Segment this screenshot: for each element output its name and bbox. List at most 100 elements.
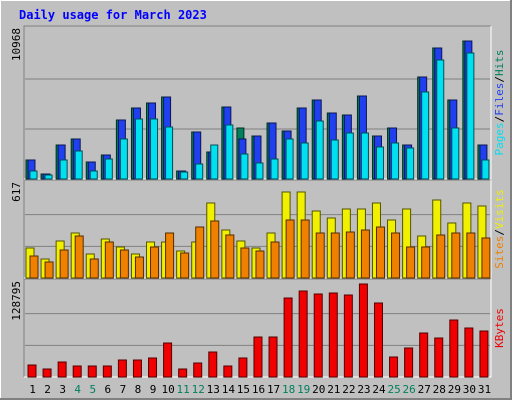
bar-pages-day-6 <box>104 158 113 180</box>
bar-pages-day-1 <box>29 170 38 180</box>
y-axis-title: KBytes <box>493 308 506 348</box>
x-tick-label-2: 2 <box>44 383 51 396</box>
plot-inset-shadow <box>23 179 491 278</box>
bar-sites-day-14 <box>225 234 235 279</box>
bar-pages-day-3 <box>59 159 68 180</box>
bar-kbytes-day-3 <box>57 361 67 378</box>
bar-pages-day-26 <box>406 147 415 180</box>
bar-sites-day-24 <box>375 226 385 279</box>
bar-pages-day-17 <box>270 158 279 180</box>
x-tick-label-30: 30 <box>463 383 476 396</box>
bar-pages-day-15 <box>240 153 249 180</box>
bar-kbytes-day-8 <box>132 359 142 378</box>
x-tick-label-31: 31 <box>478 383 491 396</box>
bar-kbytes-day-9 <box>148 357 158 378</box>
x-tick-label-11: 11 <box>177 383 190 396</box>
bar-sites-day-22 <box>345 231 355 279</box>
bar-sites-day-3 <box>59 249 69 279</box>
bar-sites-day-8 <box>134 256 144 279</box>
y-axis-title: Pages/Files/Hits <box>493 50 506 156</box>
y-axis-title-part: Files <box>493 83 506 116</box>
x-tick-label-17: 17 <box>267 383 280 396</box>
bar-kbytes-day-25 <box>389 356 399 378</box>
x-tick-label-15: 15 <box>237 383 250 396</box>
bar-pages-day-12 <box>195 163 204 180</box>
x-tick-label-13: 13 <box>207 383 220 396</box>
bar-kbytes-day-5 <box>87 365 97 378</box>
bar-pages-day-20 <box>315 120 324 180</box>
y-axis-title-separator: / <box>493 76 506 83</box>
x-tick-label-23: 23 <box>357 383 370 396</box>
x-tick-label-12: 12 <box>192 383 205 396</box>
bar-kbytes-day-22 <box>343 294 353 378</box>
bar-kbytes-day-28 <box>434 337 444 378</box>
bar-sites-day-18 <box>285 219 295 279</box>
bar-kbytes-day-27 <box>419 332 429 378</box>
x-tick-label-9: 9 <box>150 383 157 396</box>
y-max-label: 617 <box>10 182 23 202</box>
plot-inset-shadow <box>23 278 491 377</box>
x-tick-label-21: 21 <box>327 383 340 396</box>
x-tick-label-26: 26 <box>403 383 416 396</box>
bar-sites-day-29 <box>451 232 461 279</box>
bar-sites-day-10 <box>165 232 175 279</box>
x-tick-label-10: 10 <box>161 383 174 396</box>
bar-pages-day-4 <box>74 150 83 180</box>
bar-sites-day-19 <box>300 219 310 279</box>
bar-kbytes-day-4 <box>72 365 82 378</box>
bar-kbytes-day-20 <box>313 293 323 378</box>
bar-kbytes-day-2 <box>42 368 52 378</box>
bar-sites-day-25 <box>391 232 401 279</box>
bar-sites-day-26 <box>406 246 416 279</box>
x-tick-label-29: 29 <box>448 383 461 396</box>
chart-panels: 10968Pages/Files/Hits617Sites/Visits1287… <box>10 25 506 378</box>
x-tick-label-6: 6 <box>105 383 112 396</box>
chart-panel-2: 617 Sites/Visits <box>10 179 506 279</box>
x-tick-label-4: 4 <box>74 383 81 396</box>
bar-kbytes-day-14 <box>223 365 233 378</box>
x-tick-label-8: 8 <box>135 383 142 396</box>
bar-pages-day-25 <box>391 142 400 180</box>
bar-sites-day-13 <box>210 220 220 279</box>
bar-pages-day-28 <box>436 59 445 180</box>
bar-pages-day-11 <box>180 171 189 180</box>
y-axis-title-part: Hits <box>493 50 506 77</box>
bar-kbytes-day-26 <box>404 347 414 378</box>
x-tick-label-7: 7 <box>120 383 127 396</box>
bar-pages-day-5 <box>89 170 98 180</box>
bar-pages-day-14 <box>225 124 234 180</box>
bar-sites-day-27 <box>421 246 431 279</box>
x-tick-label-18: 18 <box>282 383 295 396</box>
x-axis-labels: 1 2 3 4 5 6 7 8 9 10 11 12 13 14 15 16 17 18 19 20 21 22 23 24 2… <box>29 383 491 396</box>
x-tick-label-20: 20 <box>312 383 325 396</box>
bar-kbytes-day-11 <box>178 368 188 378</box>
bar-kbytes-day-1 <box>27 364 37 378</box>
x-tick-label-28: 28 <box>433 383 446 396</box>
bar-sites-day-11 <box>180 252 190 279</box>
bar-pages-day-10 <box>165 126 174 180</box>
x-tick-label-16: 16 <box>252 383 265 396</box>
bar-sites-day-16 <box>255 250 265 279</box>
x-tick-label-14: 14 <box>222 383 236 396</box>
bar-sites-day-1 <box>29 255 39 279</box>
bar-sites-day-2 <box>44 261 54 279</box>
bar-sites-day-30 <box>466 232 476 279</box>
bar-kbytes-day-30 <box>464 327 474 378</box>
bar-kbytes-day-7 <box>117 359 127 378</box>
bar-pages-day-31 <box>481 159 490 180</box>
bar-pages-day-8 <box>134 118 143 180</box>
bar-sites-day-17 <box>270 241 280 279</box>
bar-kbytes-day-13 <box>208 351 218 378</box>
y-axis-title-part: KBytes <box>493 308 506 348</box>
bar-pages-day-24 <box>375 146 384 180</box>
chart-panel-3: 128795 KBytes <box>10 278 506 378</box>
bar-pages-day-19 <box>300 142 309 180</box>
x-tick-label-19: 19 <box>297 383 310 396</box>
x-tick-label-3: 3 <box>59 383 66 396</box>
bar-sites-day-28 <box>436 234 446 279</box>
bar-pages-day-16 <box>255 162 264 180</box>
bar-sites-day-6 <box>104 241 114 279</box>
